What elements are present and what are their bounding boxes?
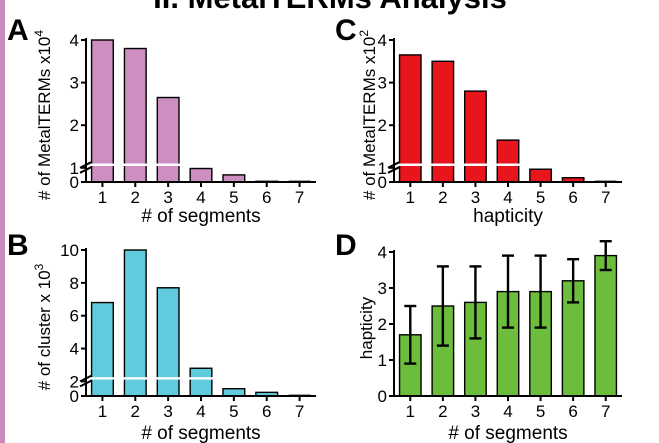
x-tick-label: 5 [229, 402, 238, 421]
bar [90, 39, 114, 183]
y-tick-label: 2 [70, 116, 79, 135]
y-tick-label: 6 [70, 307, 79, 326]
y-axis-label: hapticity [357, 296, 376, 359]
axis-break-mark [79, 379, 93, 388]
x-tick-label: 1 [406, 402, 415, 421]
panel-letter: C [335, 14, 357, 47]
y-tick-label: 4 [378, 243, 387, 262]
bar [222, 388, 246, 397]
x-tick-label: 1 [98, 402, 107, 421]
x-tick-label: 3 [163, 402, 172, 421]
x-tick-label: 1 [98, 188, 107, 207]
y-axis-label: # of MetalTERMs x104 [32, 30, 54, 200]
x-tick-label: 7 [601, 188, 610, 207]
x-tick-label: 2 [131, 188, 140, 207]
y-tick-label: 4 [70, 31, 79, 50]
bar [496, 139, 520, 183]
y-tick-label: 0 [70, 387, 79, 406]
x-tick-label: 3 [471, 188, 480, 207]
panel-letter: A [7, 14, 29, 47]
x-axis-label: hapticity [473, 206, 543, 227]
x-tick-label: 6 [262, 402, 271, 421]
y-tick-label: 2 [378, 116, 387, 135]
y-tick-label: 3 [378, 74, 387, 93]
x-axis-label: # of segments [141, 423, 260, 443]
x-tick-label: 7 [295, 188, 304, 207]
bar [156, 287, 180, 397]
x-tick-label: 5 [536, 188, 545, 207]
bar [222, 174, 246, 183]
bar [529, 168, 553, 183]
y-tick-label: 2 [70, 372, 79, 391]
x-tick-label: 6 [568, 402, 577, 421]
x-tick-label: 2 [438, 402, 447, 421]
x-tick-label: 7 [295, 402, 304, 421]
bar [156, 96, 180, 183]
y-tick-label: 3 [70, 74, 79, 93]
x-tick-label: 6 [262, 188, 271, 207]
axis-break-mark [387, 160, 401, 169]
axis-break-mark [79, 165, 93, 174]
x-tick-label: 6 [568, 188, 577, 207]
axis-break-mark [79, 160, 93, 169]
axis-break-mark [79, 374, 93, 383]
y-tick-label: 4 [70, 340, 79, 359]
y-tick-label: 1 [378, 351, 387, 370]
bar [594, 254, 618, 397]
x-tick-label: 1 [406, 188, 415, 207]
axis-break-mark [387, 165, 401, 174]
x-tick-label: 3 [471, 402, 480, 421]
panel-letter: B [7, 229, 29, 262]
x-tick-label: 4 [196, 188, 205, 207]
bar [90, 301, 114, 397]
x-axis-label: # of segments [141, 206, 260, 227]
y-tick-label: 0 [378, 387, 387, 406]
y-tick-label: 0 [70, 173, 79, 192]
y-tick-label: 2 [378, 315, 387, 334]
x-tick-label: 2 [438, 188, 447, 207]
x-tick-label: 4 [196, 402, 205, 421]
y-tick-label: 3 [378, 279, 387, 298]
y-tick-label: 1 [378, 159, 387, 178]
x-tick-label: 4 [503, 188, 512, 207]
bar [463, 90, 487, 183]
x-tick-label: 5 [229, 188, 238, 207]
x-tick-label: 4 [503, 402, 512, 421]
bar [123, 249, 147, 397]
panel-a: A 1 2 3 4 5 6 7 01 2 3 4 # of MetalTERMs x104 # of se… [7, 14, 316, 227]
y-tick-label: 4 [378, 31, 387, 50]
y-tick-label: 0 [378, 173, 387, 192]
bar [398, 54, 422, 183]
y-axis-label: # of MetalTERMs x102 [357, 30, 379, 200]
y-axis-label: # of cluster x 103 [32, 263, 54, 390]
bar [189, 367, 213, 397]
y-tick-label: 1 [70, 159, 79, 178]
x-tick-label: 2 [131, 402, 140, 421]
figure-title: II. MetalTERMs Analysis [153, 0, 507, 15]
panel-letter: D [335, 229, 357, 262]
x-tick-label: 3 [163, 188, 172, 207]
left-accent-border [0, 0, 5, 443]
x-tick-label: 5 [536, 402, 545, 421]
bar [123, 47, 147, 183]
bar [189, 167, 213, 183]
x-tick-label: 7 [601, 402, 610, 421]
y-tick-label: 8 [70, 274, 79, 293]
x-axis-label: # of segments [448, 423, 567, 443]
y-tick-label: 10 [60, 241, 79, 260]
